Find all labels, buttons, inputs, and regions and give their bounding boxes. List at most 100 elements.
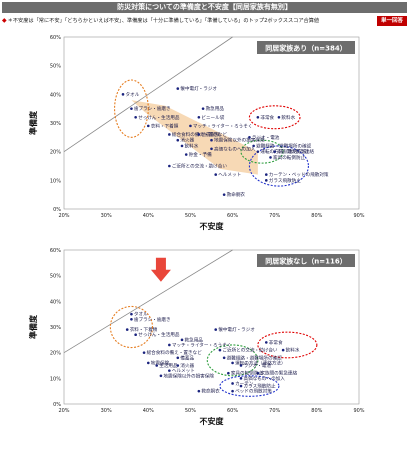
data-point-label: 救命胴衣 — [227, 191, 246, 198]
y-tick-label: 30% — [50, 121, 61, 127]
y-tick-label: 60% — [50, 35, 61, 41]
data-point-label: ヘルメット — [172, 368, 195, 374]
blue-group-ellipse — [219, 375, 280, 397]
header-note-text: ＊不安度は「常に不安」「どちらかといえば不安」、準備度は「十分に準備している」「… — [7, 18, 320, 24]
data-point-label: 生活用品 — [159, 362, 178, 369]
x-tick-label: 50% — [185, 213, 196, 219]
data-point — [197, 133, 201, 136]
data-point — [231, 361, 234, 365]
data-point-label: 備蓄品 — [180, 354, 194, 361]
data-point — [256, 150, 260, 153]
data-point-label: ご近所との交流・助け合い — [222, 347, 277, 354]
data-point-label: 飲料水 — [286, 347, 300, 354]
y-tick-label: 50% — [50, 274, 61, 280]
x-tick-label: 20% — [58, 213, 69, 219]
y-axis-label: 準備度 — [28, 110, 38, 135]
y-tick-label: 0% — [53, 402, 61, 408]
data-point — [130, 318, 133, 321]
x-tick-label: 90% — [353, 408, 364, 414]
green-group-ellipse — [240, 139, 284, 164]
plot-area — [63, 249, 360, 405]
data-point — [184, 153, 188, 156]
data-point-label: 歯ブラシ・歯磨き — [134, 105, 171, 112]
data-point — [176, 356, 180, 360]
data-point-label: 地震保険 — [151, 359, 170, 366]
data-point-label: 衣料・下着類 — [151, 122, 179, 129]
data-point-label: 避難経路・避難場所の確認 — [256, 142, 312, 149]
data-point — [218, 348, 222, 352]
data-point — [146, 124, 150, 128]
y-tick-label: 40% — [50, 92, 61, 98]
chart-panel-2: 20% 30% 40% 50% 60% 70% 80% 90% 0% 10% 20% 30% 40% 50… — [28, 248, 365, 426]
data-point-label: 地震保険以外の損害保険 — [214, 137, 265, 144]
data-point — [214, 173, 218, 176]
data-point-label: 運転の方法（連絡方法） — [260, 148, 311, 155]
plot-area — [63, 36, 360, 210]
data-point-label: 家具の転倒防止 — [273, 154, 306, 161]
data-point-label: 家族間の緊急連絡 — [260, 370, 297, 377]
x-tick-label: 40% — [143, 408, 154, 414]
data-point-label: 非常食 — [269, 339, 283, 346]
data-point — [159, 374, 163, 378]
data-point-label: ラジオ・電池 — [244, 362, 272, 369]
note-diamond-icon: ◆ — [2, 17, 7, 24]
data-point — [281, 348, 285, 352]
data-point — [248, 136, 251, 139]
y-tick-label: 10% — [50, 178, 61, 184]
data-point — [121, 93, 125, 96]
data-point-label: 救急用品 — [206, 105, 225, 112]
red-group-ellipse — [248, 105, 301, 130]
chart-title-box — [257, 254, 355, 267]
data-point-label: ガラス飛散防止 — [244, 383, 276, 390]
data-point-label: 衣料・下着類 — [130, 326, 158, 333]
data-point-label: 懐中電灯・ラジオ — [218, 326, 255, 333]
x-tick-label: 90% — [353, 213, 364, 219]
data-point-label: 地震保険 — [201, 131, 220, 138]
y-tick-label: 20% — [50, 150, 61, 156]
data-point — [146, 361, 150, 365]
data-point — [269, 156, 272, 159]
data-point-label: 避難経路・避難場所の確認 — [227, 354, 283, 361]
data-point — [134, 115, 137, 119]
data-point — [176, 138, 180, 142]
data-point — [180, 338, 184, 342]
data-point — [227, 371, 230, 375]
data-point — [142, 351, 146, 354]
x-tick-label: 70% — [269, 408, 280, 414]
data-point-label: 総合食料の備え・置きなど — [147, 349, 203, 356]
data-point-label: カーテン — [235, 381, 254, 387]
data-point — [168, 133, 171, 136]
x-tick-label: 50% — [185, 408, 196, 414]
y-tick-label: 30% — [50, 325, 61, 331]
y-tick-label: 20% — [50, 351, 61, 357]
x-tick-label: 80% — [311, 213, 322, 219]
data-point — [155, 364, 159, 367]
data-point-label: 高価なものへの加入 — [244, 375, 286, 382]
reference-diagonal-line — [63, 249, 233, 354]
data-point-label: 消火器 — [180, 137, 194, 144]
y-tick-label: 40% — [50, 299, 61, 305]
x-tick-label: 30% — [101, 213, 112, 219]
data-point — [256, 115, 260, 119]
green-group-ellipse — [206, 344, 259, 377]
down-arrow-icon — [150, 257, 171, 282]
data-point — [180, 144, 184, 148]
data-point-label: ラジオ・電池 — [252, 134, 280, 141]
y-tick-label: 60% — [50, 248, 61, 254]
data-point — [210, 147, 213, 151]
reference-diagonal-line — [63, 36, 233, 152]
data-point — [214, 328, 218, 331]
orange-group-ellipse — [114, 79, 149, 138]
data-point — [264, 341, 268, 344]
data-point — [168, 369, 171, 372]
data-point-label: せっけん・生活用品 — [138, 331, 180, 338]
header-title: 防災対策についての準備度と不安度【同居家族有無別】 — [2, 2, 407, 13]
x-tick-label: 60% — [227, 408, 238, 414]
x-tick-label: 20% — [58, 408, 69, 414]
data-point-label: 家族間の緊急連絡 — [277, 148, 314, 155]
data-point-label: マッチ・ライター・ろうそく — [172, 341, 232, 348]
chart-panel-1: 20% 30% 40% 50% 60% 70% 80% 90% 0% 10% 20% 30% 40% 50… — [28, 35, 365, 231]
y-axis-label: 準備度 — [28, 314, 38, 339]
data-point — [239, 377, 243, 380]
